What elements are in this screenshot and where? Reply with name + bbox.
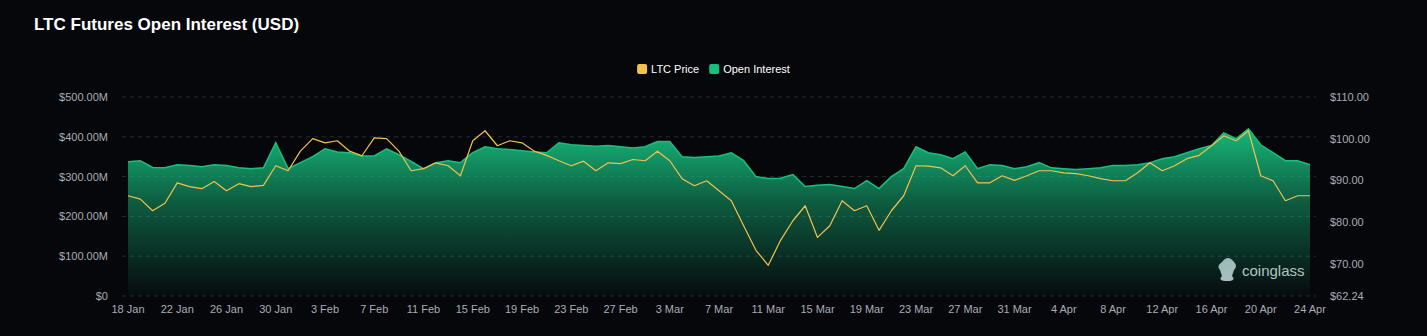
- x-tick-label: 15 Mar: [800, 303, 835, 315]
- x-tick-label: 22 Jan: [161, 303, 194, 315]
- x-tick-label: 11 Mar: [752, 303, 786, 315]
- legend-label: Open Interest: [723, 63, 790, 75]
- x-tick-label: 27 Feb: [603, 303, 637, 315]
- x-tick-label: 7 Mar: [705, 303, 733, 315]
- x-tick-label: 4 Apr: [1051, 303, 1077, 315]
- x-tick-label: 7 Feb: [360, 303, 388, 315]
- y-tick-label: $300.00M: [59, 171, 108, 183]
- area-line: [128, 129, 1310, 189]
- x-tick-label: 23 Feb: [554, 303, 588, 315]
- x-tick-label: 30 Jan: [259, 303, 292, 315]
- x-tick-label: 19 Mar: [850, 303, 885, 315]
- x-tick-label: 16 Apr: [1196, 303, 1228, 315]
- x-tick-label: 19 Feb: [505, 303, 539, 315]
- legend: LTC Price Open Interest: [637, 63, 790, 75]
- price-line: [128, 131, 1310, 266]
- x-tick-label: 26 Jan: [210, 303, 243, 315]
- y2-tick-label: $100.00: [1330, 133, 1370, 145]
- y2-tick-label: $70.00: [1330, 258, 1364, 270]
- title: LTC Futures Open Interest (USD): [34, 15, 299, 34]
- y2-tick-label: $62.24: [1330, 290, 1364, 302]
- x-tick-label: 18 Jan: [111, 303, 144, 315]
- legend-item: Open Interest: [709, 63, 790, 75]
- x-tick-label: 8 Apr: [1100, 303, 1126, 315]
- x-tick-label: 20 Apr: [1245, 303, 1277, 315]
- background: [0, 0, 1427, 336]
- y2-tick-label: $110.00: [1330, 91, 1369, 103]
- x-tick-label: 23 Mar: [899, 303, 934, 315]
- area-fill: [128, 129, 1310, 296]
- legend-label: LTC Price: [651, 63, 699, 75]
- y-tick-label: $100.00M: [59, 250, 108, 262]
- x-tick-label: 31 Mar: [997, 303, 1032, 315]
- y2-tick-label: $80.00: [1330, 216, 1364, 228]
- y-tick-label: $0: [96, 290, 108, 302]
- grid-line: [122, 97, 1316, 98]
- x-tick-label: 3 Mar: [656, 303, 684, 315]
- x-tick-label: 12 Apr: [1146, 303, 1178, 315]
- y2-tick-label: $90.00: [1330, 174, 1364, 186]
- legend-swatch: [709, 64, 719, 74]
- y-tick-label: $400.00M: [59, 131, 108, 143]
- x-tick-label: 27 Mar: [948, 303, 983, 315]
- plot-area: [128, 129, 1310, 296]
- x-tick-label: 24 Apr: [1294, 303, 1326, 315]
- grid-line: [122, 136, 1316, 137]
- legend-item: LTC Price: [637, 63, 699, 75]
- y-tick-label: $200.00M: [59, 210, 108, 222]
- legend-swatch: [637, 64, 647, 74]
- chart: LTC Futures Open Interest (USD) $0 $100.00…: [0, 0, 1427, 336]
- x-tick-label: 11 Feb: [407, 303, 440, 315]
- x-tick-label: 15 Feb: [456, 303, 490, 315]
- y-tick-label: $500.00M: [59, 91, 108, 103]
- x-tick-label: 3 Feb: [311, 303, 339, 315]
- page: {"chart_data": { "type": "line", "title"…: [0, 0, 1427, 336]
